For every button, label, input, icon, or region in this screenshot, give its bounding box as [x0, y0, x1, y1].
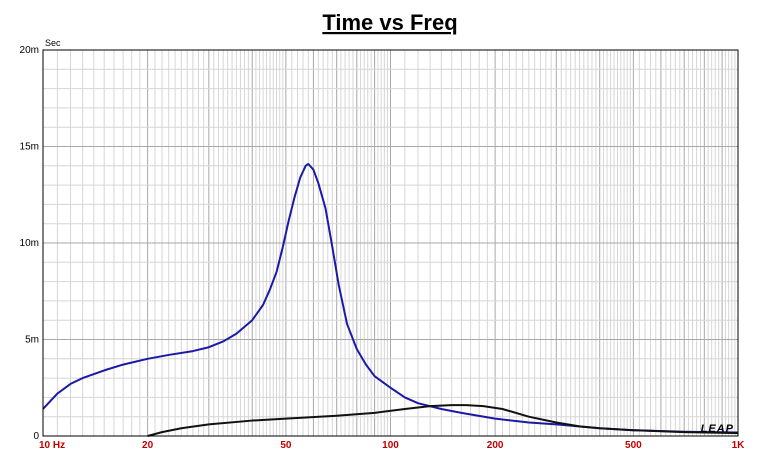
series-group [42, 162, 739, 437]
grid [43, 50, 738, 436]
y-axis-unit-label: Sec [45, 38, 61, 48]
series-line-1 [42, 162, 739, 434]
y-tick-label: 20m [20, 45, 39, 56]
plot-frame [42, 49, 739, 437]
y-tick-label: 0 [33, 431, 39, 442]
y-tick-label: 10m [20, 238, 39, 249]
leap-logo: LEAP [701, 423, 734, 435]
x-tick-label: 100 [382, 440, 399, 451]
x-tick-label: 200 [487, 440, 504, 451]
x-tick-label: 500 [625, 440, 642, 451]
x-tick-label: 50 [280, 440, 292, 451]
series-line-2 [147, 404, 739, 437]
y-tick-labels: 0 5m 10m 15m 20m [20, 45, 40, 442]
chart-title: Time vs Freq [322, 10, 457, 35]
x-tick-label: 10 Hz [39, 440, 65, 451]
y-tick-label: 15m [20, 142, 39, 153]
x-tick-label: 20 [142, 440, 154, 451]
x-tick-labels: 10 Hz 20 50 100 200 500 1K [39, 440, 745, 451]
y-tick-label: 5m [25, 335, 39, 346]
x-tick-label: 1K [732, 440, 746, 451]
